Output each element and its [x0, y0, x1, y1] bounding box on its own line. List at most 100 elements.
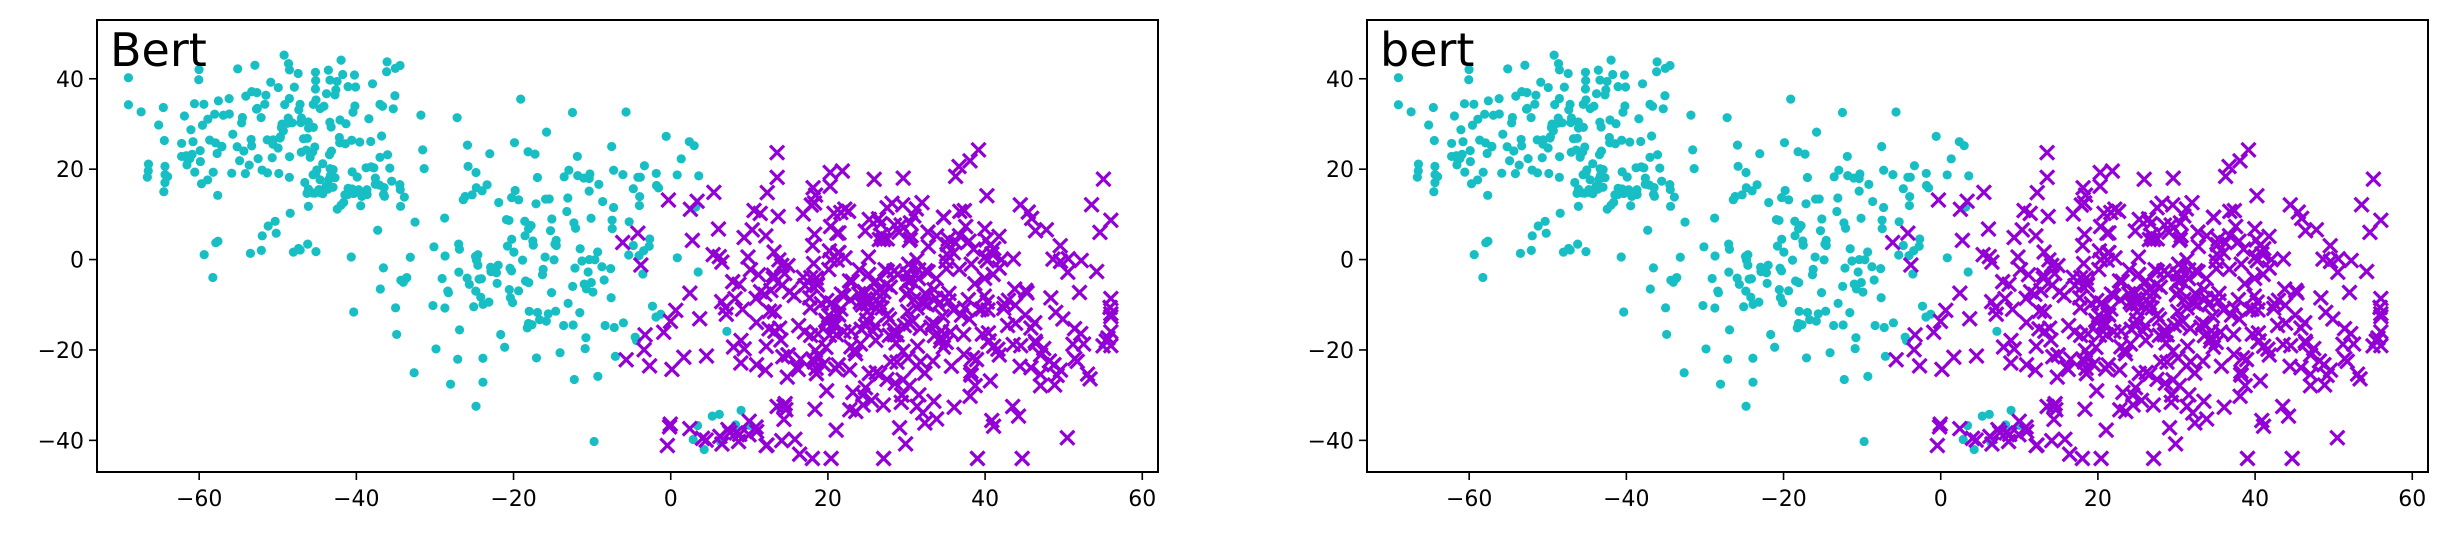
data-point-x: [1937, 302, 1954, 319]
data-point-dot: [1917, 301, 1928, 311]
data-point-dot: [494, 197, 504, 208]
data-point-dot: [699, 444, 709, 455]
data-point-x: [2230, 233, 2248, 250]
data-point-x: [2343, 252, 2360, 269]
data-point-dot: [471, 401, 481, 411]
data-point-dot: [531, 353, 542, 363]
data-point-x: [935, 208, 952, 226]
data-point-dot: [123, 100, 134, 110]
data-point-dot: [1869, 275, 1879, 285]
data-point-dot: [1764, 197, 1774, 208]
data-point-dot: [310, 84, 321, 94]
data-point-x: [780, 346, 797, 364]
data-point-dot: [688, 434, 698, 445]
data-point-dot: [467, 190, 477, 200]
data-point-x: [2114, 384, 2132, 401]
data-point-x: [1052, 253, 1069, 270]
data-point-dot: [2006, 405, 2016, 415]
data-point-dot: [1878, 202, 1889, 213]
data-point-dot: [1511, 91, 1521, 101]
data-point-x: [2274, 398, 2291, 415]
data-point-dot: [589, 436, 599, 447]
data-point-dot: [569, 218, 579, 228]
data-point-dot: [1833, 298, 1843, 308]
data-point-x: [618, 351, 635, 368]
data-point-dot: [517, 255, 528, 265]
data-point-dot: [160, 170, 170, 180]
data-point-x: [2202, 332, 2219, 350]
data-point-dot: [336, 55, 346, 65]
data-point-x: [2153, 195, 2171, 212]
data-point-dot: [491, 268, 502, 278]
data-point-x: [807, 342, 824, 359]
data-point-x: [866, 171, 883, 188]
data-point-dot: [1964, 171, 1974, 181]
data-point-dot: [1480, 109, 1490, 119]
data-point-dot: [653, 183, 664, 193]
data-point-dot: [1593, 65, 1603, 75]
data-point-dot: [1748, 377, 1758, 387]
data-point-x: [822, 450, 840, 467]
data-point-x: [2123, 321, 2140, 338]
data-point-x: [939, 236, 956, 253]
data-point-dot: [1504, 156, 1515, 166]
data-point-x: [748, 314, 765, 331]
data-point-x: [888, 354, 906, 371]
data-point-dot: [1665, 180, 1675, 190]
data-point-x: [2031, 303, 2048, 320]
data-point-dot: [232, 142, 242, 152]
data-point-dot: [610, 351, 621, 361]
data-point-dot: [634, 200, 644, 211]
data-point-dot: [607, 215, 617, 225]
data-point-dot: [1657, 176, 1667, 186]
data-point-dot: [1625, 137, 1635, 147]
data-point-dot: [607, 141, 617, 152]
data-point-x: [2221, 261, 2238, 278]
data-point-dot: [1946, 154, 1956, 164]
data-point-x: [983, 412, 1000, 429]
data-point-dot: [628, 240, 638, 251]
data-point-dot: [1779, 247, 1789, 257]
data-point-x: [2187, 262, 2204, 279]
data-point-x: [2311, 352, 2328, 370]
data-point-dot: [1790, 231, 1800, 241]
data-point-dot: [547, 214, 557, 224]
data-point-dot: [1620, 82, 1631, 92]
data-point-dot: [484, 297, 494, 307]
data-point-dot: [1723, 354, 1733, 364]
data-point-x: [977, 248, 994, 265]
data-point-x: [1933, 361, 1951, 378]
data-point-dot: [1447, 138, 1457, 149]
data-point-dot: [188, 137, 198, 147]
data-point-dot: [523, 147, 533, 157]
data-point-x: [917, 262, 934, 279]
data-point-dot: [375, 284, 385, 294]
data-point-x: [2088, 292, 2105, 309]
data-point-dot: [469, 302, 479, 312]
data-point-dot: [350, 82, 361, 92]
data-point-dot: [1413, 159, 1424, 169]
data-point-dot: [1580, 84, 1591, 94]
data-point-x: [2001, 426, 2018, 443]
data-point-dot: [284, 93, 295, 104]
data-point-dot: [1921, 168, 1931, 179]
data-point-dot: [1891, 107, 1901, 117]
data-point-dot: [647, 301, 658, 311]
data-point-x: [2249, 333, 2267, 351]
data-point-dot: [440, 303, 450, 313]
data-point-x: [1911, 357, 1928, 374]
data-point-dot: [1549, 50, 1559, 60]
data-point-dot: [1558, 247, 1569, 257]
data-point-x: [2121, 261, 2138, 279]
data-point-x: [752, 205, 769, 222]
data-point-dot: [1963, 267, 1973, 277]
data-point-x: [2322, 253, 2339, 270]
data-point-x: [796, 323, 813, 341]
data-point-dot: [1553, 58, 1564, 69]
data-point-dot: [308, 122, 318, 132]
data-point-x: [825, 205, 843, 222]
data-point-x: [1007, 297, 1024, 314]
data-point-dot: [471, 183, 481, 193]
data-point-dot: [470, 251, 481, 262]
data-point-dot: [364, 114, 374, 124]
